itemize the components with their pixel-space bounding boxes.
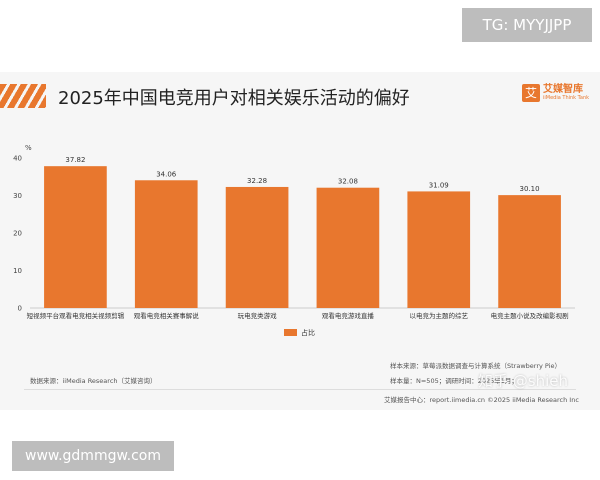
brand-name: 艾媒智库	[543, 84, 583, 95]
brand-logo-icon: 艾	[522, 84, 540, 102]
bar-value-label: 34.06	[156, 170, 177, 178]
x-category-label: 玩电竞类游戏	[238, 311, 278, 320]
footer-divider	[24, 389, 576, 390]
y-axis-unit-label: %	[25, 144, 32, 152]
bar-value-label: 32.28	[247, 177, 267, 185]
legend-swatch	[284, 329, 297, 336]
x-category-label: 观看电竞相关赛事解说	[134, 311, 200, 320]
y-tick-label: 40	[13, 155, 22, 163]
brand-subtitle: iiMedia Think Tank	[543, 95, 590, 101]
legend-label: 占比	[301, 328, 315, 337]
bar	[225, 186, 289, 308]
sample-info-note: 样本量：N=505；调研时间：2025年1月；	[390, 377, 518, 385]
bar-value-label: 31.09	[429, 181, 449, 189]
sample-source-note: 样本来源：草莓派数据调查与计算系统（Strawberry Pie）	[390, 362, 561, 370]
x-category-label: 电竞主题小说及改编影视剧	[491, 311, 569, 320]
y-tick-label: 20	[13, 230, 22, 238]
bar-value-label: 32.08	[338, 178, 358, 186]
y-tick-label: 0	[18, 305, 22, 313]
bar	[407, 191, 471, 308]
bar	[316, 187, 380, 308]
x-category-label: 观看电竞游戏直播	[322, 311, 375, 320]
title-accent-stripes	[0, 84, 46, 108]
report-center-note: 艾媒报告中心：report.iimedia.cn ©2025 iiMedia R…	[384, 396, 579, 404]
bar	[134, 180, 198, 308]
bar-value-label: 30.10	[520, 185, 540, 193]
data-source-note: 数据来源：iiMedia Research（艾媒咨询）	[30, 377, 157, 385]
bar-value-label: 37.82	[65, 156, 85, 164]
bar	[498, 195, 561, 308]
bar-chart: % 0 10 20 30 40 37.82 短视频平台观看电竞相关视频剪辑 34.06 观看电竞相…	[13, 144, 575, 337]
brand-text: 艾媒智库 iiMedia Think Tank	[543, 84, 589, 102]
chart-title: 2025年中国电竞用户对相关娱乐活动的偏好	[58, 88, 410, 109]
x-category-label: 短视频平台观看电竞相关视频剪辑	[27, 311, 125, 320]
y-tick-label: 10	[13, 267, 22, 275]
x-category-label: 以电竞为主题的综艺	[410, 311, 469, 320]
y-tick-label: 30	[13, 192, 22, 200]
brand-logo: 艾 艾媒智库 iiMedia Think Tank	[522, 84, 589, 102]
tg-badge: TG: MYYJJPP	[462, 8, 592, 42]
url-badge: www.gdmmgw.com	[12, 441, 174, 471]
zhihu-watermark: 知乎 @shieh	[478, 372, 568, 390]
bar	[44, 166, 107, 308]
